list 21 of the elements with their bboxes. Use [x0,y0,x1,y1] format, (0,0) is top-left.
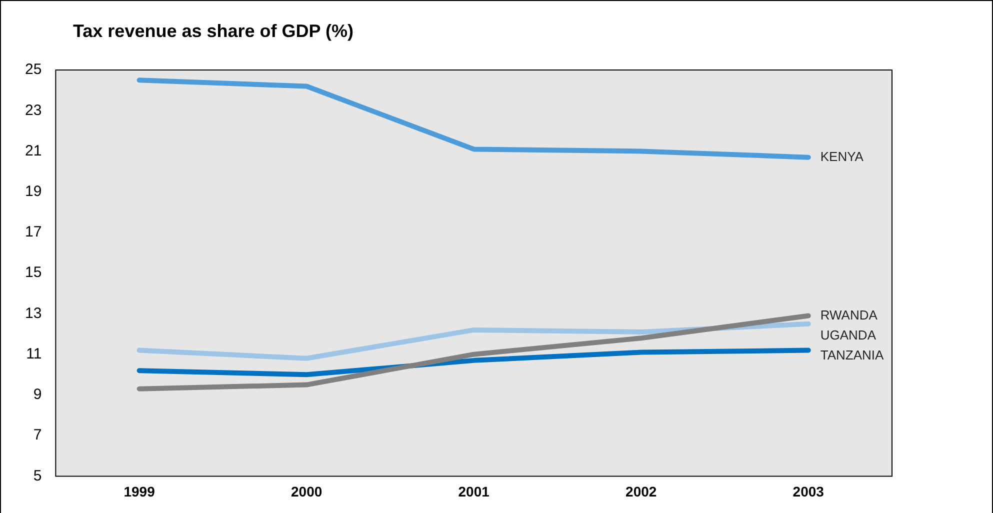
y-tick-label: 23 [24,102,42,119]
series-label: KENYA [820,148,864,164]
y-tick-label: 25 [24,61,42,78]
y-tick-label: 11 [26,345,42,362]
x-tick-label: 1999 [124,483,156,500]
y-tick-label: 5 [33,467,42,484]
y-tick-label: 13 [24,304,42,322]
y-tick-label: 7 [33,426,42,444]
series-label: RWANDA [820,307,878,322]
series-label: TANZANIA [820,347,884,362]
y-tick-label: 15 [24,264,42,282]
x-tick-label: 2002 [626,483,657,500]
x-tick-label: 2000 [291,483,322,500]
chart-title: Tax revenue as share of GDP (%) [72,20,354,43]
y-tick-label: 17 [24,224,42,241]
y-tick-label: 19 [24,183,42,200]
series-label: UGANDA [820,327,876,342]
x-tick-label: 2003 [792,483,824,500]
y-tick-label: 21 [24,142,42,160]
y-tick-label: 9 [33,386,42,404]
x-tick-label: 2001 [458,483,490,500]
